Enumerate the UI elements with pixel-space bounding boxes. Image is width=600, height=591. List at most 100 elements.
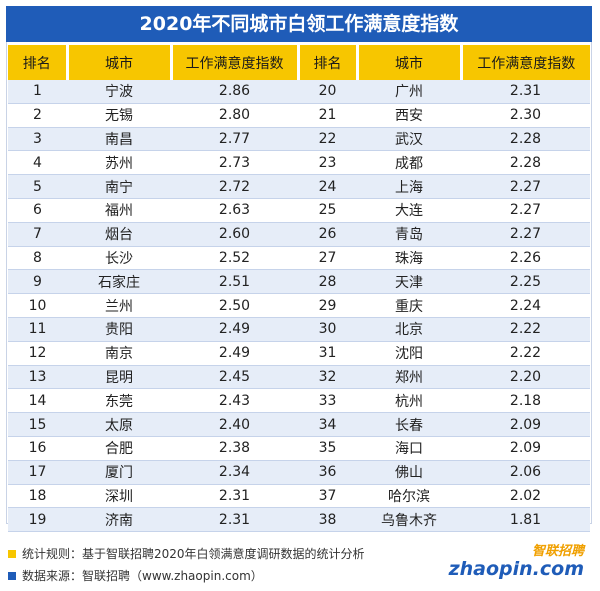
city-cell: 海口 bbox=[357, 436, 461, 461]
city-cell: 大连 bbox=[357, 198, 461, 223]
table-row: 6 福州 2.63 25 大连 2.27 bbox=[8, 198, 590, 223]
rank-cell: 2 bbox=[8, 103, 67, 128]
index-cell: 2.28 bbox=[461, 150, 590, 176]
rank-cell: 36 bbox=[298, 460, 357, 485]
rank-cell: 37 bbox=[298, 484, 357, 509]
city-cell: 烟台 bbox=[67, 222, 171, 247]
city-cell: 南昌 bbox=[67, 127, 171, 152]
city-cell: 沈阳 bbox=[357, 341, 461, 366]
rank-cell: 24 bbox=[298, 174, 357, 199]
index-cell: 2.25 bbox=[461, 269, 590, 295]
rank-cell: 9 bbox=[8, 269, 67, 295]
table-row: 16 合肥 2.38 35 海口 2.09 bbox=[8, 436, 590, 461]
rank-cell: 8 bbox=[8, 246, 67, 271]
header-index-left: 工作满意度指数 bbox=[171, 45, 300, 80]
table-row: 7 烟台 2.60 26 青岛 2.27 bbox=[8, 222, 590, 247]
yellow-square-icon bbox=[8, 549, 16, 558]
city-cell: 深圳 bbox=[67, 484, 171, 509]
index-cell: 2.38 bbox=[171, 436, 298, 461]
table-header-row: 排名 城市 工作满意度指数 排名 城市 工作满意度指数 bbox=[8, 45, 590, 80]
rank-cell: 14 bbox=[8, 388, 67, 414]
index-cell: 2.40 bbox=[171, 412, 298, 437]
index-cell: 2.43 bbox=[171, 388, 298, 414]
index-cell: 2.30 bbox=[461, 103, 590, 128]
table-row: 18 深圳 2.31 37 哈尔滨 2.02 bbox=[8, 484, 590, 509]
index-cell: 2.27 bbox=[461, 174, 590, 199]
rank-cell: 20 bbox=[298, 80, 357, 104]
index-cell: 2.27 bbox=[461, 198, 590, 223]
city-cell: 厦门 bbox=[67, 460, 171, 485]
city-cell: 成都 bbox=[357, 150, 461, 176]
city-cell: 宁波 bbox=[67, 80, 171, 104]
index-cell: 2.31 bbox=[171, 507, 298, 533]
city-cell: 天津 bbox=[357, 269, 461, 295]
city-cell: 佛山 bbox=[357, 460, 461, 485]
index-cell: 2.06 bbox=[461, 460, 590, 485]
header-index-right: 工作满意度指数 bbox=[461, 45, 590, 80]
rank-cell: 32 bbox=[298, 365, 357, 390]
rank-cell: 19 bbox=[8, 507, 67, 533]
city-cell: 苏州 bbox=[67, 150, 171, 176]
rank-cell: 38 bbox=[298, 507, 357, 533]
city-cell: 青岛 bbox=[357, 222, 461, 247]
rank-cell: 18 bbox=[8, 484, 67, 509]
city-cell: 北京 bbox=[357, 317, 461, 342]
index-cell: 2.24 bbox=[461, 293, 590, 318]
logo-en-text: zhaopin.com bbox=[448, 558, 584, 580]
city-cell: 无锡 bbox=[67, 103, 171, 128]
index-cell: 2.60 bbox=[171, 222, 298, 247]
city-cell: 昆明 bbox=[67, 365, 171, 390]
table-row: 17 厦门 2.34 36 佛山 2.06 bbox=[8, 460, 590, 485]
city-cell: 重庆 bbox=[357, 293, 461, 318]
rank-cell: 13 bbox=[8, 365, 67, 390]
index-cell: 1.81 bbox=[461, 507, 590, 533]
city-cell: 济南 bbox=[67, 507, 171, 533]
index-cell: 2.45 bbox=[171, 365, 298, 390]
city-cell: 石家庄 bbox=[67, 269, 171, 295]
table-row: 5 南宁 2.72 24 上海 2.27 bbox=[8, 174, 590, 199]
rank-cell: 21 bbox=[298, 103, 357, 128]
index-cell: 2.18 bbox=[461, 388, 590, 414]
table-row: 8 长沙 2.52 27 珠海 2.26 bbox=[8, 246, 590, 271]
city-cell: 南京 bbox=[67, 341, 171, 366]
zhaopin-logo: 智联招聘 zhaopin.com bbox=[449, 540, 584, 579]
city-cell: 广州 bbox=[357, 80, 461, 104]
table-row: 19 济南 2.31 38 乌鲁木齐 1.81 bbox=[8, 507, 590, 533]
index-cell: 2.28 bbox=[461, 127, 590, 152]
city-cell: 杭州 bbox=[357, 388, 461, 414]
logo-cn-text: 智联招聘 bbox=[531, 544, 584, 559]
city-cell: 乌鲁木齐 bbox=[357, 507, 461, 533]
rank-cell: 26 bbox=[298, 222, 357, 247]
table-row: 1 宁波 2.86 20 广州 2.31 bbox=[8, 80, 590, 104]
index-cell: 2.73 bbox=[171, 150, 298, 176]
index-cell: 2.77 bbox=[171, 127, 298, 152]
city-cell: 长沙 bbox=[67, 246, 171, 271]
city-cell: 武汉 bbox=[357, 127, 461, 152]
city-cell: 太原 bbox=[67, 412, 171, 437]
rank-cell: 15 bbox=[8, 412, 67, 437]
city-cell: 珠海 bbox=[357, 246, 461, 271]
rank-cell: 1 bbox=[8, 80, 67, 104]
table-row: 9 石家庄 2.51 28 天津 2.25 bbox=[8, 269, 590, 295]
rank-cell: 4 bbox=[8, 150, 67, 176]
rank-cell: 3 bbox=[8, 127, 67, 152]
index-cell: 2.31 bbox=[171, 484, 298, 509]
city-cell: 福州 bbox=[67, 198, 171, 223]
index-cell: 2.09 bbox=[461, 436, 590, 461]
rank-cell: 11 bbox=[8, 317, 67, 342]
table-row: 2 无锡 2.80 21 西安 2.30 bbox=[8, 103, 590, 128]
rank-cell: 33 bbox=[298, 388, 357, 414]
header-rank-right: 排名 bbox=[298, 45, 359, 80]
index-cell: 2.26 bbox=[461, 246, 590, 271]
rank-cell: 34 bbox=[298, 412, 357, 437]
table-row: 12 南京 2.49 31 沈阳 2.22 bbox=[8, 341, 590, 366]
city-cell: 上海 bbox=[357, 174, 461, 199]
satisfaction-table: 排名 城市 工作满意度指数 排名 城市 工作满意度指数 1 宁波 2.86 20 广州 2… bbox=[8, 45, 590, 533]
rank-cell: 5 bbox=[8, 174, 67, 199]
index-cell: 2.63 bbox=[171, 198, 298, 223]
city-cell: 合肥 bbox=[67, 436, 171, 461]
page-title: 2020年不同城市白领工作满意度指数 bbox=[6, 6, 592, 42]
rank-cell: 29 bbox=[298, 293, 357, 318]
index-cell: 2.86 bbox=[171, 80, 298, 104]
rank-cell: 23 bbox=[298, 150, 357, 176]
